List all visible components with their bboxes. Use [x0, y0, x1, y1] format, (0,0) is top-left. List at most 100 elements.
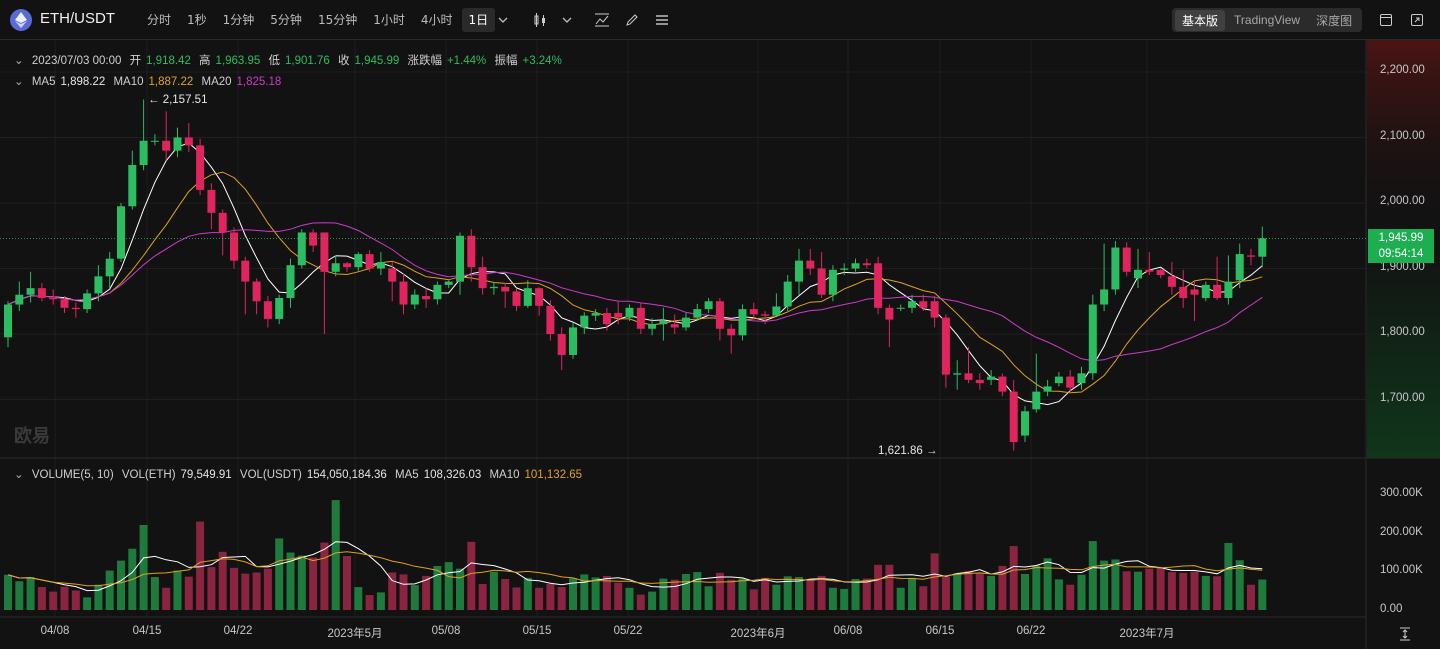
- volume-bar: [1224, 542, 1233, 610]
- candle-body: [60, 299, 69, 308]
- ma20-label: MA20: [201, 76, 232, 88]
- candle-body: [422, 296, 431, 300]
- volume-bar: [1088, 541, 1097, 610]
- more-intervals-chevron-icon[interactable]: [496, 10, 510, 30]
- volume-bar: [343, 555, 351, 610]
- indicators-icon[interactable]: [592, 10, 612, 30]
- interval-tab-15m[interactable]: 15分钟: [317, 13, 358, 27]
- ma5-line: [7, 142, 1263, 406]
- interval-tab-timeline[interactable]: 分时: [147, 13, 172, 27]
- volume-bar: [704, 586, 713, 610]
- time-axis-settings-icon[interactable]: [1396, 624, 1414, 644]
- volume-bar: [331, 500, 340, 610]
- view-tab-depth[interactable]: 深度图: [1316, 13, 1353, 28]
- vol-eth-label: VOL(ETH): [121, 469, 176, 481]
- volume-bar: [1032, 565, 1041, 610]
- open-value: 1,918.42: [146, 55, 191, 67]
- collapse-chevron-icon[interactable]: ⌄: [14, 469, 24, 481]
- volume-bar: [682, 573, 690, 610]
- ma20-line: [7, 222, 1263, 362]
- volume-bar: [1145, 568, 1154, 610]
- volume-bar: [941, 576, 950, 610]
- vol-eth-value: 79,549.91: [180, 469, 232, 481]
- volume-bar: [286, 552, 295, 610]
- amplitude-label: 振幅: [494, 55, 518, 67]
- candle-body: [241, 260, 250, 282]
- candle-body: [376, 261, 385, 269]
- volume-bar: [117, 560, 125, 610]
- collapse-chevron-icon[interactable]: ⌄: [14, 76, 24, 88]
- trading-pair-title[interactable]: ETH/USDT: [40, 10, 115, 27]
- fullscreen-icon[interactable]: [1408, 10, 1426, 30]
- volume-bar: [1021, 573, 1029, 610]
- view-tab-basic[interactable]: 基本版: [1175, 9, 1226, 31]
- candle-body: [602, 313, 611, 325]
- interval-tab-1h[interactable]: 1小时: [373, 13, 405, 27]
- candle-body: [546, 305, 555, 334]
- candle-body: [659, 320, 668, 325]
- interval-tab-4h[interactable]: 4小时: [420, 13, 453, 27]
- amplitude-value: +3.24%: [522, 55, 562, 67]
- candle-body: [761, 314, 770, 316]
- volume-bar: [1213, 576, 1222, 610]
- candle-body: [365, 254, 374, 269]
- candle-body: [1088, 304, 1097, 374]
- candle-body: [580, 315, 589, 328]
- current-price: 1,945.99: [1378, 232, 1424, 244]
- candle-body: [1111, 247, 1120, 290]
- interval-tab-5m[interactable]: 5分钟: [270, 13, 302, 27]
- volume-bar: [150, 577, 159, 610]
- collapse-chevron-icon[interactable]: ⌄: [14, 55, 24, 67]
- candle-body: [83, 293, 92, 310]
- volume-bar: [535, 587, 544, 610]
- candle-body: [727, 328, 736, 336]
- volume-bar: [1122, 571, 1131, 610]
- candle-body: [399, 281, 408, 305]
- candle-type-chevron-icon[interactable]: [560, 10, 574, 30]
- candle-body: [828, 269, 837, 295]
- candle-body: [275, 297, 284, 319]
- volume-legend: ⌄ VOLUME(5, 10) VOL(ETH) 79,549.91 VOL(US…: [14, 467, 587, 481]
- vol-ma5-label: MA5: [395, 469, 419, 481]
- candle-body: [331, 263, 340, 272]
- time-tick: 06/08: [833, 625, 863, 637]
- candle-body: [749, 309, 758, 315]
- candle-type-icon[interactable]: [530, 10, 550, 30]
- okx-watermark-logo: 欧易: [14, 426, 50, 446]
- volume-bar: [1258, 579, 1267, 610]
- volume-bar: [71, 590, 80, 610]
- candle-body: [941, 317, 950, 375]
- volume-bar: [207, 567, 216, 610]
- window-icon[interactable]: [1377, 10, 1395, 30]
- volume-bar: [987, 575, 996, 610]
- candle-body: [1077, 373, 1086, 384]
- volume-bar: [388, 572, 397, 610]
- drawing-pen-icon[interactable]: [622, 10, 642, 30]
- interval-tab-1d[interactable]: 1日: [461, 8, 496, 32]
- settings-list-icon[interactable]: [652, 10, 672, 30]
- interval-tab-1s[interactable]: 1秒: [187, 13, 207, 27]
- volume-bar: [309, 557, 318, 610]
- candlestick-chart[interactable]: ← 2,157.51 1,621.86 →: [0, 40, 1440, 649]
- price-tick: 1,700.00: [1380, 392, 1425, 404]
- volume-bar: [975, 573, 984, 610]
- view-tab-tradingview[interactable]: TradingView: [1234, 13, 1301, 27]
- candle-body: [218, 212, 227, 233]
- volume-bar: [173, 570, 182, 610]
- candle-body: [94, 276, 103, 294]
- volume-bar: [1201, 575, 1210, 610]
- volume-bar: [896, 587, 905, 610]
- candle-body: [523, 288, 532, 306]
- candle-body: [1167, 276, 1176, 287]
- interval-tab-1m[interactable]: 1分钟: [222, 13, 255, 27]
- high-annotation: ← 2,157.51: [148, 94, 207, 106]
- volume-bar: [512, 587, 521, 610]
- ohlc-date: 2023/07/03 00:00: [31, 55, 122, 67]
- candle-body: [1235, 254, 1244, 281]
- volume-bar: [828, 587, 837, 610]
- volume-bar: [772, 584, 781, 610]
- vol-ma10-value: 101,132.65: [524, 469, 583, 481]
- candle-body: [150, 140, 159, 142]
- volume-bar: [569, 578, 577, 610]
- volume-bar: [1134, 571, 1142, 610]
